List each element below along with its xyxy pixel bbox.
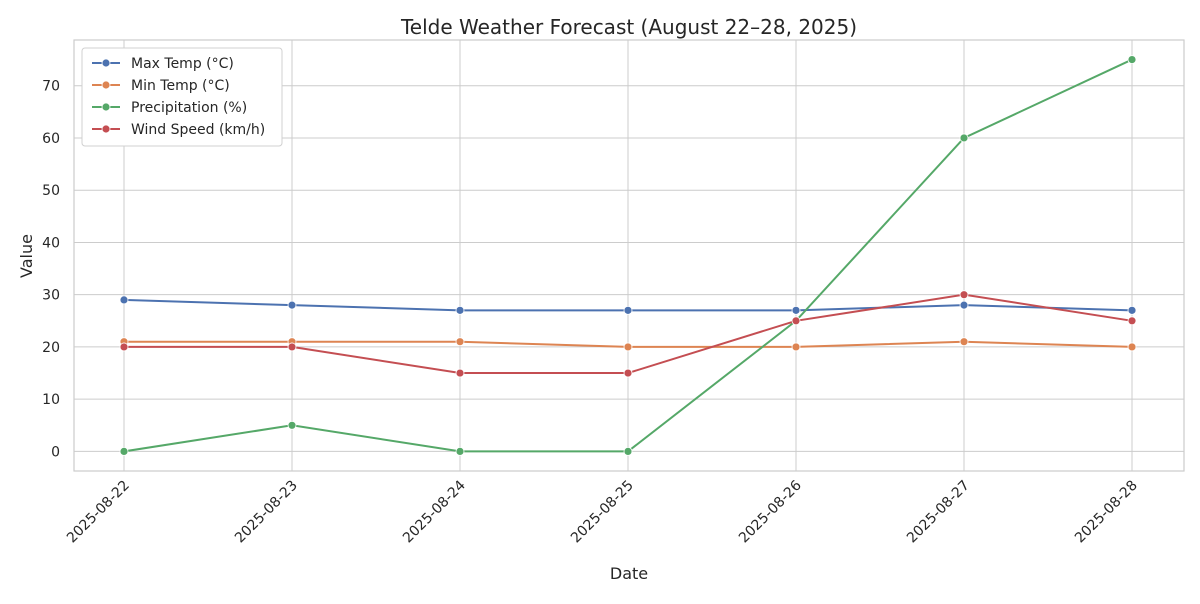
y-tick-label: 10 <box>42 392 60 408</box>
legend-label: Wind Speed (km/h) <box>131 122 265 138</box>
data-point <box>623 342 633 352</box>
x-tick-label: 2025-08-28 <box>1072 478 1141 547</box>
data-point <box>791 316 801 326</box>
data-point <box>959 300 969 310</box>
x-tick-label: 2025-08-24 <box>400 477 469 546</box>
series-layer <box>119 55 1137 456</box>
data-point <box>959 133 969 143</box>
data-point <box>455 337 465 347</box>
legend-swatch-marker <box>101 58 111 68</box>
data-point <box>959 337 969 347</box>
data-point <box>287 420 297 430</box>
y-tick-label: 40 <box>42 235 60 251</box>
x-tick-label: 2025-08-23 <box>232 478 301 547</box>
data-point <box>791 342 801 352</box>
data-point <box>455 368 465 378</box>
data-point <box>119 447 129 456</box>
y-tick-label: 50 <box>42 183 60 199</box>
x-axis-label: Date <box>610 564 648 583</box>
legend-swatch-marker <box>101 80 111 90</box>
data-point <box>623 447 633 456</box>
legend-label: Max Temp (°C) <box>131 56 234 72</box>
data-point <box>1127 342 1137 352</box>
y-tick-label: 70 <box>42 79 60 95</box>
data-point <box>119 295 129 305</box>
legend-swatch-marker <box>101 102 111 112</box>
y-tick-label: 0 <box>51 444 60 460</box>
legend-label: Precipitation (%) <box>131 100 247 116</box>
chart-title: Telde Weather Forecast (August 22–28, 20… <box>400 15 857 39</box>
data-point <box>287 342 297 352</box>
data-point <box>119 342 129 352</box>
data-point <box>1127 316 1137 326</box>
data-point <box>623 368 633 378</box>
y-axis-label: Value <box>17 234 36 278</box>
data-point <box>287 300 297 310</box>
y-tick-label: 60 <box>42 131 60 147</box>
data-point <box>1127 55 1137 64</box>
series-group <box>119 295 1137 315</box>
data-point <box>791 305 801 315</box>
x-tick-label: 2025-08-22 <box>64 478 133 547</box>
data-point <box>623 305 633 315</box>
legend-items: Max Temp (°C) Min Temp (°C) Precipitation … <box>92 56 265 138</box>
legend: Max Temp (°C) Min Temp (°C) Precipitation … <box>81 47 283 147</box>
data-point <box>455 447 465 456</box>
plot-frame <box>73 39 1185 472</box>
legend-label: Min Temp (°C) <box>131 78 230 94</box>
legend-box <box>81 47 283 147</box>
y-tick-label: 20 <box>42 340 60 356</box>
data-point <box>455 305 465 315</box>
series-group <box>119 290 1137 378</box>
legend-swatch-marker <box>101 124 111 134</box>
x-tick-label: 2025-08-26 <box>736 477 805 546</box>
x-tick-label: 2025-08-27 <box>904 478 973 547</box>
tick-layer: 0 10 20 30 40 50 60 70 2025-08-22 2025-08-23 2025-… <box>42 79 1141 547</box>
data-point <box>1127 305 1137 315</box>
data-point <box>959 290 969 300</box>
x-tick-label: 2025-08-25 <box>568 478 637 547</box>
y-tick-label: 30 <box>42 288 60 304</box>
